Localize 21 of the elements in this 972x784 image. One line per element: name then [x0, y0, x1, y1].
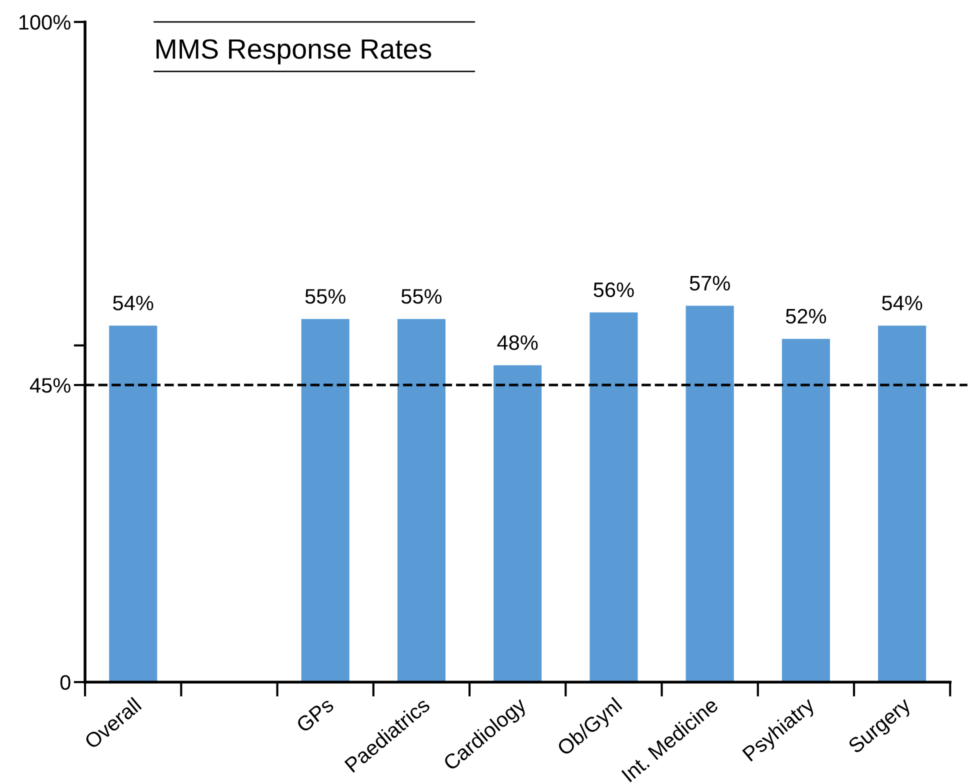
bar — [686, 306, 734, 682]
y-tick-label: 45% — [30, 378, 70, 393]
bar — [109, 326, 158, 682]
data-label: 48% — [497, 335, 538, 350]
bar — [301, 319, 350, 682]
data-label: 55% — [305, 289, 346, 304]
bar — [494, 365, 542, 682]
bar — [590, 312, 638, 682]
text: MMS Response Rates — [156, 39, 432, 64]
data-label: 52% — [786, 308, 826, 324]
y-tick-label: 100% — [19, 14, 70, 30]
data-label: 56% — [594, 282, 634, 298]
data-label: 54% — [113, 296, 154, 310]
data-label: 54% — [882, 296, 922, 310]
bar — [878, 326, 926, 682]
bar — [782, 338, 830, 682]
bar — [397, 319, 446, 682]
data-label: 55% — [401, 289, 442, 304]
data-label: 57% — [690, 276, 730, 291]
y-tick-label: 0 — [60, 675, 70, 690]
x-tick-label: GPs — [295, 696, 335, 734]
